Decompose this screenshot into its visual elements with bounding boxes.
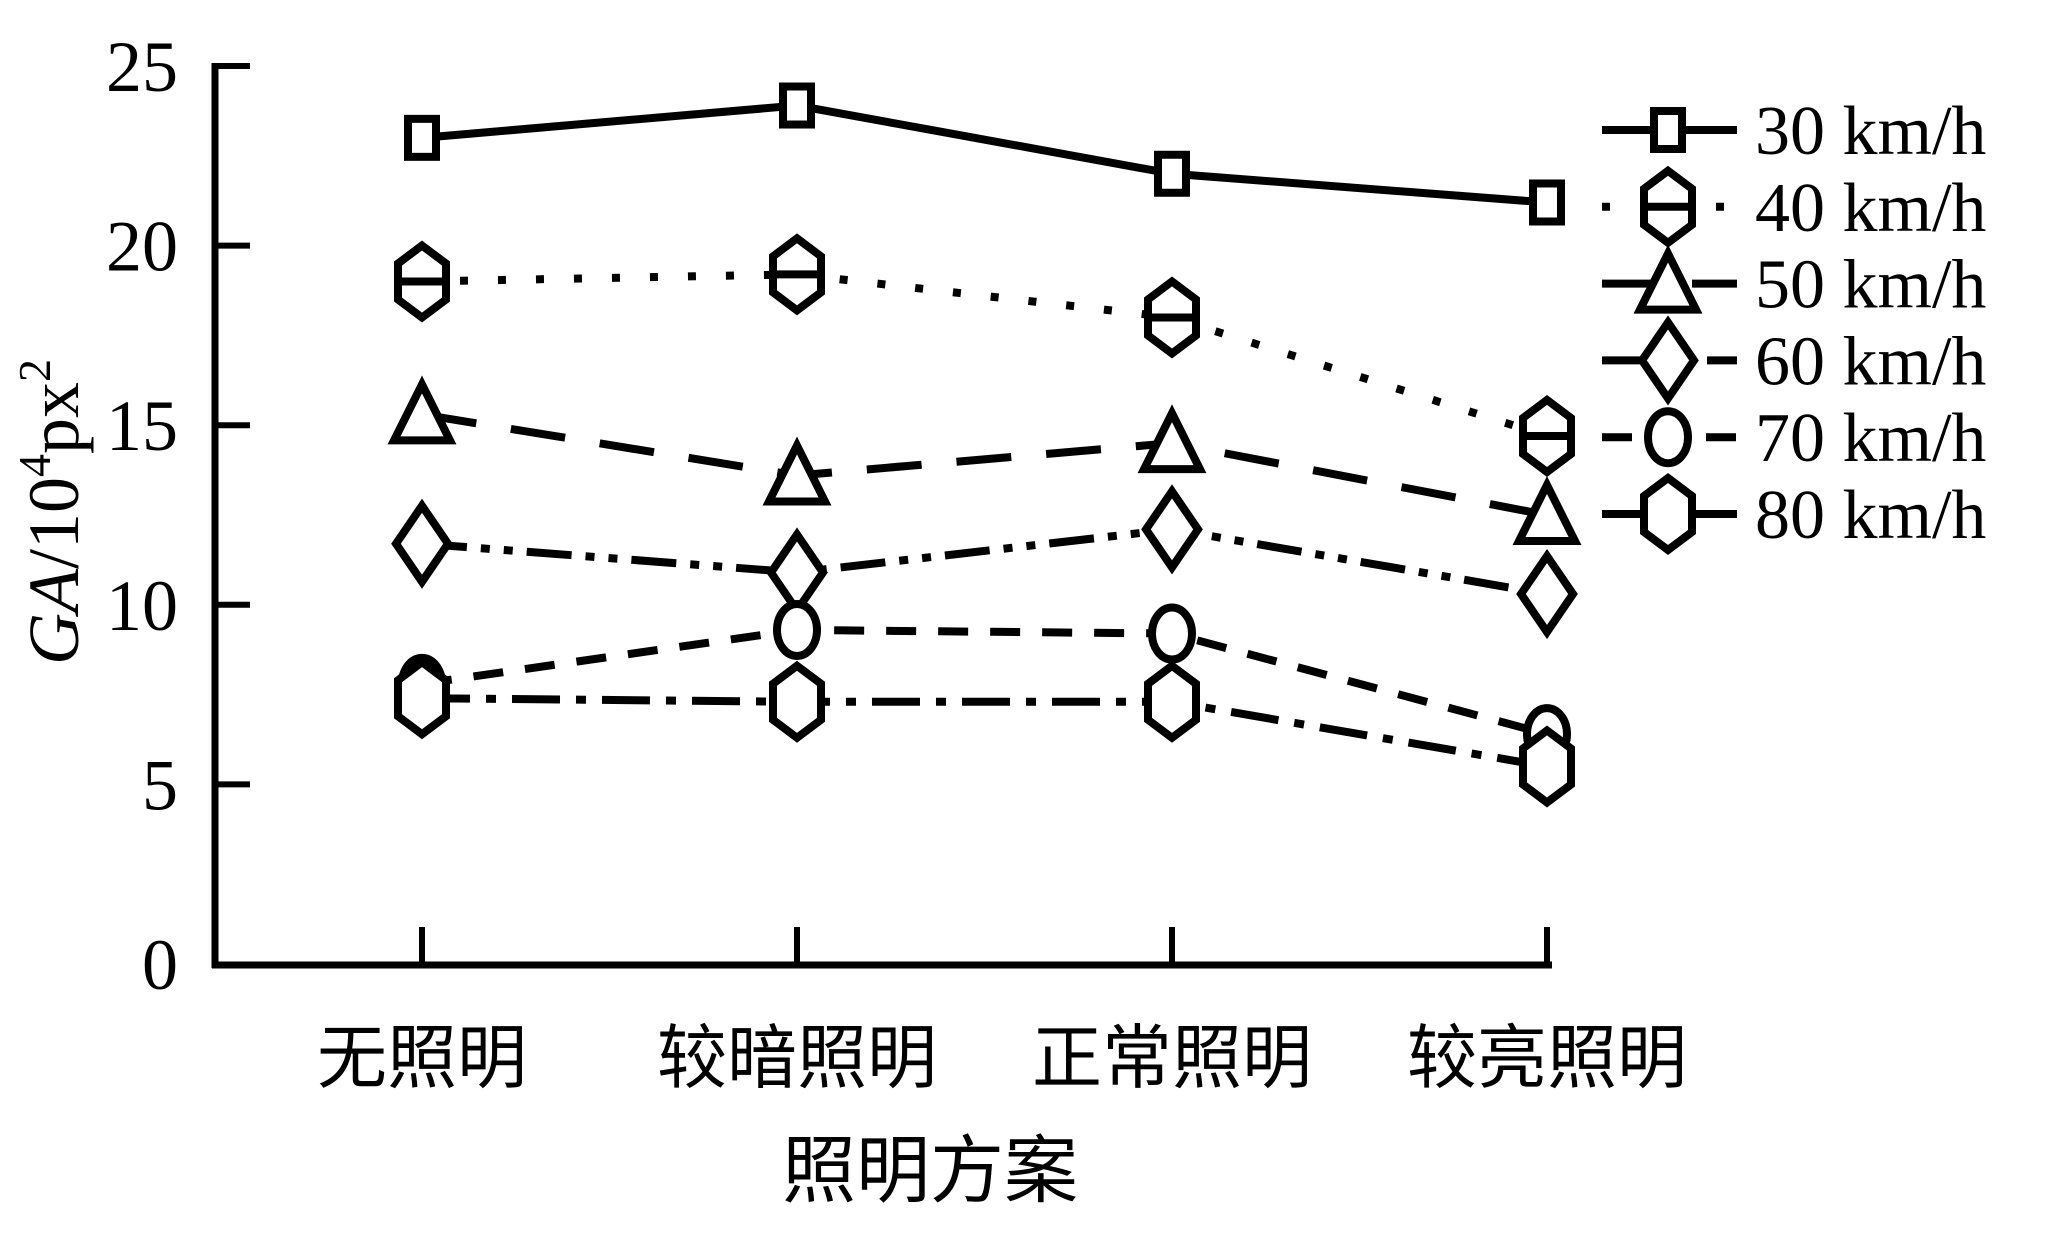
triangle-marker [1633,244,1703,314]
y-tick-label: 5 [142,745,178,825]
hexagon-crossbar-marker [1640,165,1696,248]
x-category-label: 较暗照明 [657,1021,937,1098]
legend-label: 40 km/h [1755,170,1986,247]
legend-label: 80 km/h [1755,477,1986,554]
series-30-km/h [404,82,1565,226]
legend-item: 70 km/h [1602,400,1986,477]
tick-labels: 0 5 10 15 20 25 无照明 较暗照明 正常照明 较亮照明 [106,27,1687,1098]
series-40-km/h [394,233,1575,477]
hexagon-marker [394,657,450,740]
y-tick-label: 25 [106,27,178,107]
circle-marker [773,599,821,660]
square-marker [779,82,815,129]
legend-item: 40 km/h [1602,165,1986,248]
y-tick-label: 10 [106,566,178,646]
hexagon-crossbar-marker [394,240,450,323]
y-axis-title-text: GA/104px2 [9,359,94,665]
series-line [421,525,1548,598]
legend-item: 30 km/h [1602,93,1986,170]
hexagon-crossbar-marker [1519,394,1575,477]
legend-item: 60 km/h [1602,315,1986,406]
series-80-km/h [394,657,1575,808]
series-line [421,270,1549,440]
legend: 30 km/h40 km/h50 km/h60 km/h70 km/h80 km… [1602,93,1986,555]
triangle-marker [1512,476,1582,545]
y-tick-label: 20 [106,207,178,287]
hexagon-marker [769,660,825,743]
diamond-marker [1516,548,1578,640]
triangle-marker [387,375,457,445]
data-series [387,82,1582,808]
legend-item: 50 km/h [1602,244,1986,324]
y-tick-label: 15 [106,386,178,466]
series-line [421,694,1548,771]
x-category-label: 正常照明 [1032,1021,1312,1098]
square-marker [1650,107,1686,153]
legend-label: 60 km/h [1755,323,1986,400]
diamond-marker [391,498,453,589]
hexagon-marker [1519,725,1575,808]
series-line [421,101,1548,207]
x-category-label: 无照明 [317,1021,527,1098]
y-axis-title: GA/104px2 [9,359,94,665]
triangle-marker [762,436,832,506]
legend-label: 30 km/h [1755,93,1986,170]
hexagon-crossbar-marker [769,233,825,316]
diamond-marker [1637,315,1699,406]
legend-label: 50 km/h [1755,247,1986,324]
legend-item: 80 km/h [1602,473,1986,555]
circle-marker [1148,603,1196,664]
diamond-marker [1141,484,1203,575]
triangle-marker [1137,404,1207,474]
hexagon-crossbar-marker [1144,276,1200,359]
series-line [421,410,1548,519]
x-axis-title: 照明方案 [782,1131,1078,1213]
square-marker [1154,150,1190,197]
hexagon-marker [1144,660,1200,743]
series-line [421,625,1549,738]
y-tick-label: 0 [142,925,178,1005]
square-marker [1529,179,1565,226]
series-50-km/h [387,375,1582,545]
hexagon-marker [1640,473,1696,555]
series-60-km/h [391,484,1578,640]
diamond-marker [766,527,828,618]
square-marker [404,114,440,161]
x-category-label: 较亮照明 [1407,1021,1687,1098]
circle-marker [1644,407,1692,468]
axes [211,63,1552,969]
legend-label: 70 km/h [1755,400,1986,477]
